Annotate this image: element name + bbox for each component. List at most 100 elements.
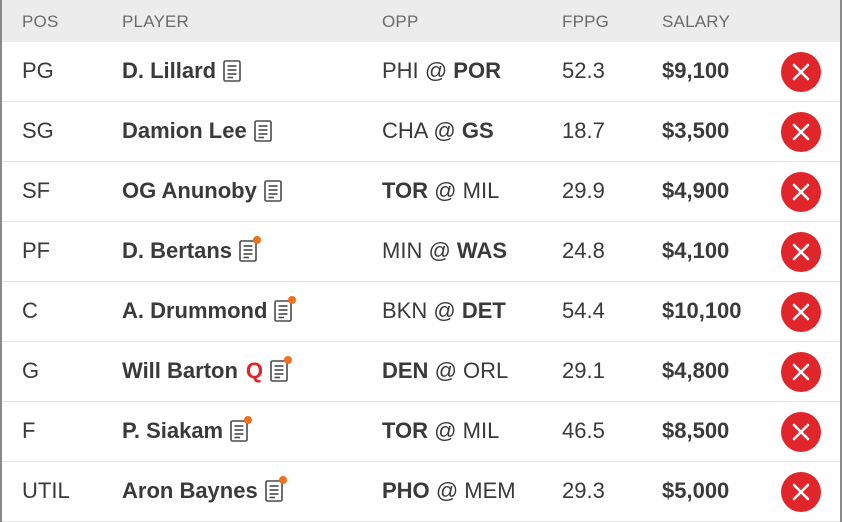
opponent-cell: PHO @ MEM	[382, 477, 516, 505]
player-cell: P. Siakam	[122, 416, 253, 445]
player-news-icon[interactable]	[270, 356, 293, 382]
remove-player-button[interactable]	[781, 472, 821, 512]
fppg-cell: 52.3	[562, 58, 605, 83]
table-row[interactable]: C A. Drummond BKN @ DET 54.4 $10,100	[2, 282, 840, 342]
home-team: MIL	[462, 178, 500, 203]
player-name[interactable]: Aron Baynes	[122, 478, 258, 503]
column-header-opp[interactable]: OPP	[382, 12, 419, 31]
table-row[interactable]: UTIL Aron Baynes PHO @ MEM 29.3 $5,000	[2, 462, 840, 522]
opponent-cell: TOR @ MIL	[382, 177, 499, 205]
table-row[interactable]: PG D. Lillard PHI @ POR 52.3 $9,100	[2, 42, 840, 102]
home-team: GS	[461, 118, 494, 143]
player-cell: A. Drummond	[122, 296, 297, 325]
remove-player-button[interactable]	[781, 292, 821, 332]
fppg-cell: 29.9	[562, 178, 605, 203]
position-cell: PF	[22, 238, 51, 263]
remove-player-button[interactable]	[781, 52, 821, 92]
home-team: POR	[453, 58, 501, 83]
player-name[interactable]: D. Bertans	[122, 238, 233, 263]
salary-cell: $3,500	[662, 118, 730, 143]
away-team: MIN	[382, 238, 423, 263]
status-badge: Q	[245, 358, 264, 383]
matchup-separator: @	[428, 238, 451, 263]
away-team: PHO	[382, 478, 430, 503]
table-row[interactable]: G Will Barton Q DEN @ ORL 29.1 $4,800	[2, 342, 840, 402]
table-header: POS PLAYER OPP FPPG SALARY	[2, 0, 840, 43]
matchup-separator: @	[434, 418, 457, 443]
fppg-cell: 24.8	[562, 238, 605, 263]
close-icon	[792, 183, 810, 201]
column-header-fppg[interactable]: FPPG	[562, 12, 610, 31]
away-team: BKN	[382, 298, 428, 323]
opponent-cell: MIN @ WAS	[382, 237, 507, 265]
home-team: DET	[461, 298, 506, 323]
player-news-icon[interactable]	[230, 416, 253, 442]
table-row[interactable]: SF OG Anunoby TOR @ MIL 29.9 $4,900	[2, 162, 840, 222]
close-icon	[792, 303, 810, 321]
news-indicator-dot	[278, 476, 287, 484]
matchup-separator: @	[434, 178, 457, 203]
position-cell: F	[22, 418, 36, 443]
remove-player-button[interactable]	[781, 112, 821, 152]
close-icon	[792, 423, 810, 441]
column-header-pos[interactable]: POS	[22, 12, 59, 31]
salary-cell: $8,500	[662, 418, 730, 443]
remove-player-button[interactable]	[781, 232, 821, 272]
position-cell: C	[22, 298, 38, 323]
remove-player-button[interactable]	[781, 352, 821, 392]
news-indicator-dot	[288, 296, 297, 304]
player-cell: D. Bertans	[122, 236, 262, 265]
opponent-cell: TOR @ MIL	[382, 417, 499, 445]
position-cell: SG	[22, 118, 54, 143]
column-header-player[interactable]: PLAYER	[122, 12, 190, 31]
salary-cell: $4,100	[662, 238, 730, 263]
player-name[interactable]: D. Lillard	[122, 58, 217, 83]
news-indicator-dot	[244, 416, 253, 424]
player-name[interactable]: P. Siakam	[122, 418, 224, 443]
player-name[interactable]: A. Drummond	[122, 298, 268, 323]
player-cell: Damion Lee	[122, 117, 272, 145]
salary-cell: $9,100	[662, 58, 730, 83]
player-news-icon[interactable]	[264, 476, 287, 502]
player-name[interactable]: Damion Lee	[122, 118, 247, 143]
player-name[interactable]: Will Barton	[122, 358, 238, 383]
player-news-icon[interactable]	[239, 236, 262, 262]
close-icon	[792, 63, 810, 81]
table-row[interactable]: F P. Siakam TOR @ MIL 46.5 $8,500	[2, 402, 840, 462]
news-indicator-dot	[284, 356, 293, 364]
close-icon	[792, 243, 810, 261]
table-row[interactable]: PF D. Bertans MIN @ WAS 24.8 $4,100	[2, 222, 840, 282]
away-team: TOR	[382, 178, 429, 203]
position-cell: PG	[22, 58, 54, 83]
player-cell: OG Anunoby	[122, 177, 282, 205]
player-news-icon[interactable]	[223, 60, 241, 82]
matchup-separator: @	[434, 358, 457, 383]
away-team: PHI	[382, 58, 419, 83]
close-icon	[792, 363, 810, 381]
salary-cell: $5,000	[662, 478, 730, 503]
away-team: TOR	[382, 418, 429, 443]
remove-player-button[interactable]	[781, 412, 821, 452]
opponent-cell: DEN @ ORL	[382, 357, 508, 385]
matchup-separator: @	[433, 118, 456, 143]
salary-cell: $4,900	[662, 178, 730, 203]
player-news-icon[interactable]	[264, 180, 282, 202]
opponent-cell: BKN @ DET	[382, 297, 506, 325]
player-cell: D. Lillard	[122, 57, 241, 85]
away-team: CHA	[382, 118, 428, 143]
table-row[interactable]: SG Damion Lee CHA @ GS 18.7 $3,500	[2, 102, 840, 162]
player-news-icon[interactable]	[274, 296, 297, 322]
column-header-salary[interactable]: SALARY	[662, 12, 730, 31]
home-team: MEM	[464, 478, 516, 503]
matchup-separator: @	[435, 478, 459, 503]
salary-cell: $4,800	[662, 358, 730, 383]
opponent-cell: CHA @ GS	[382, 117, 494, 145]
close-icon	[792, 483, 810, 501]
remove-player-button[interactable]	[781, 172, 821, 212]
matchup-separator: @	[433, 298, 456, 323]
position-cell: UTIL	[22, 478, 70, 503]
fppg-cell: 29.3	[562, 478, 605, 503]
player-news-icon[interactable]	[253, 120, 272, 142]
fppg-cell: 29.1	[562, 358, 605, 383]
player-name[interactable]: OG Anunoby	[122, 178, 257, 203]
